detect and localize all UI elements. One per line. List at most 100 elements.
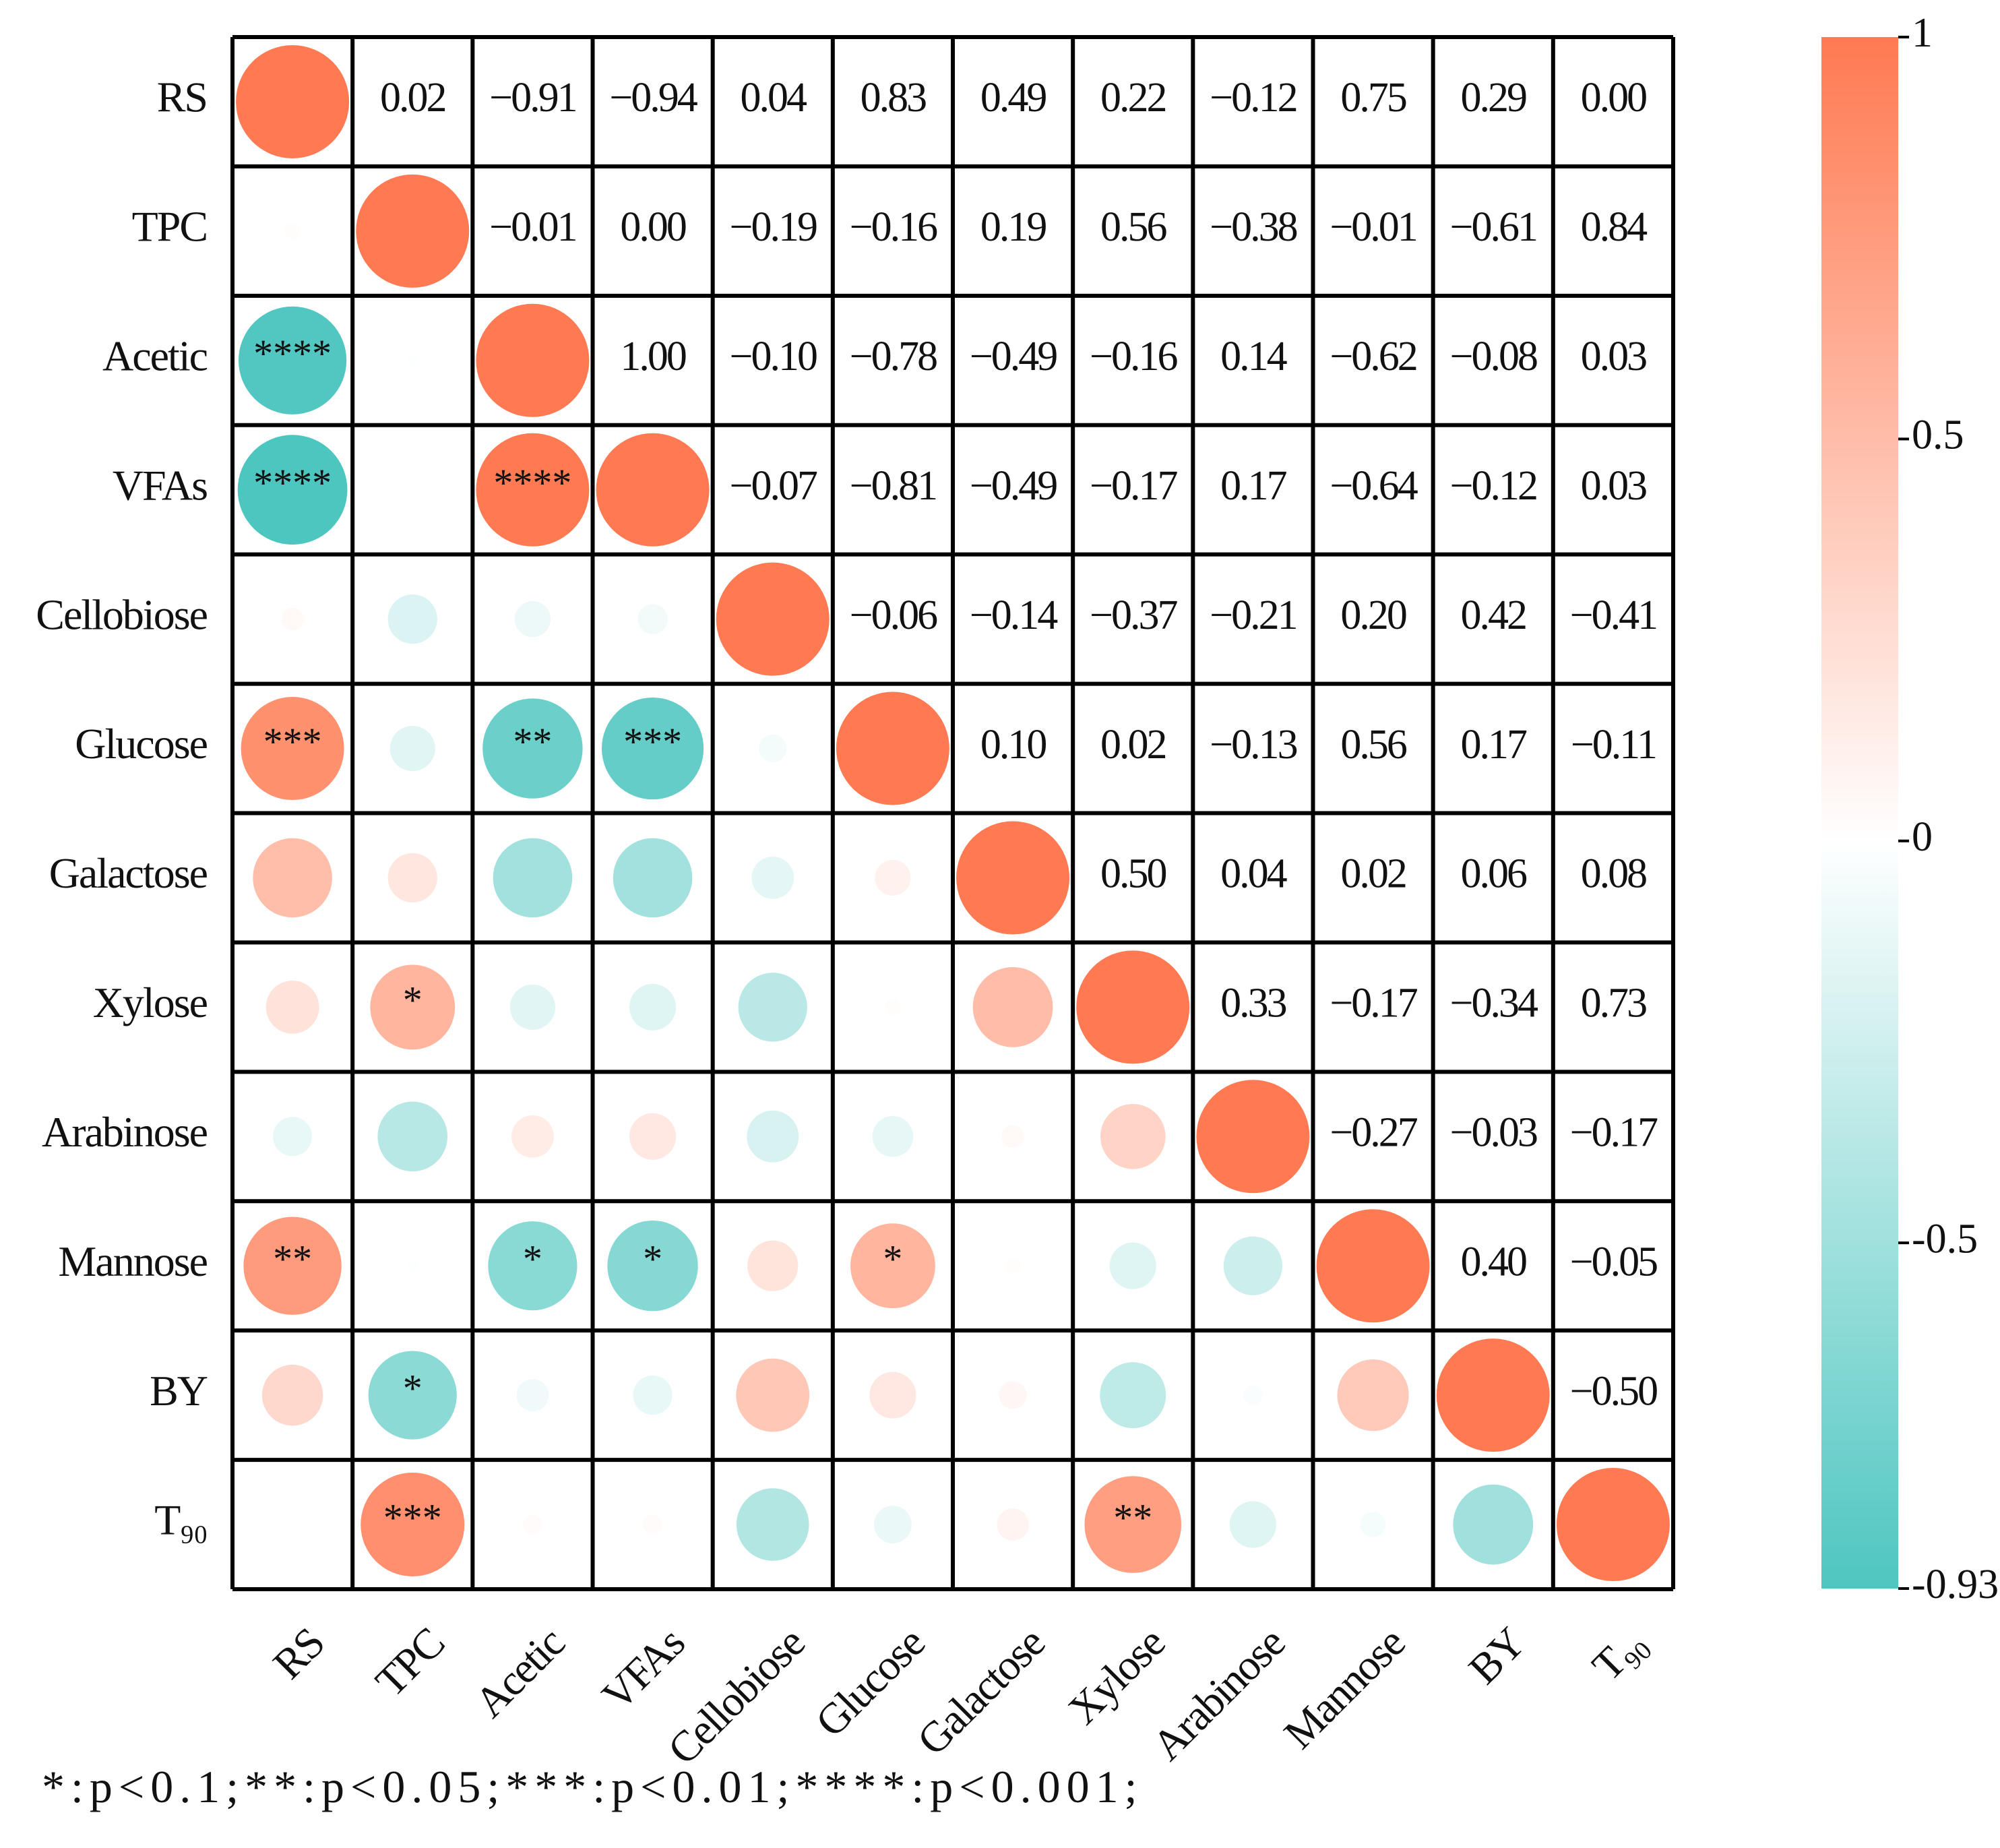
corr-circle [716,562,830,676]
corr-value-label: −0.14 [970,592,1058,638]
significance-mark: **** [253,461,332,505]
x-tick-label: VFAs [592,1619,693,1719]
corr-circle [885,999,901,1016]
corr-circle [1360,1512,1386,1537]
x-tick-label: Galactose [908,1619,1053,1764]
corr-circle [759,734,787,763]
x-tick-label: Acetic [466,1619,573,1727]
corr-value-label: 0.17 [1220,463,1287,509]
corr-circle [387,853,437,903]
corr-circle [377,1101,448,1172]
y-tick-label: BY [150,1367,208,1415]
x-tick-label: Mannose [1275,1619,1414,1758]
corr-circle [751,857,794,899]
corr-circle [522,1514,542,1535]
significance-mark: * [403,1366,423,1410]
corr-value-label: 0.83 [861,75,927,121]
y-tick-label: Glucose [75,720,207,768]
corr-circle [629,1113,677,1160]
corr-value-label: −0.17 [1090,463,1177,509]
corr-circle [476,433,590,547]
corr-value-label: −0.61 [1450,204,1536,250]
corr-circle [1229,1501,1277,1548]
corr-circle [872,1115,914,1157]
y-tick-label: Cellobiose [36,590,207,638]
corr-value-label: −0.08 [1450,334,1537,379]
corr-value-label: −0.21 [1210,592,1296,638]
corr-circle [850,1223,935,1309]
corr-value-label: 0.03 [1581,463,1647,509]
corr-circle [511,1115,554,1158]
colorbar-tick-label: 1 [1912,10,1933,56]
corr-value-label: −0.10 [730,334,817,379]
corr-circle [972,966,1053,1047]
corr-circle [643,1514,663,1535]
y-tick-label: Arabinose [42,1108,208,1156]
significance-mark: * [643,1237,662,1281]
significance-mark: ** [273,1237,312,1281]
corr-value-label: 0.29 [1461,75,1527,121]
x-tick-label: BY [1460,1618,1534,1693]
corr-circle [1556,1468,1670,1582]
corr-circle [238,306,347,414]
corr-circle [284,222,301,239]
x-tick-label: T₉₀ [1583,1619,1654,1690]
corr-value-label: 0.50 [1100,851,1166,897]
corr-circle [629,983,677,1030]
corr-circle [261,1364,323,1426]
significance-mark: **** [493,461,571,505]
corr-circle [1005,1258,1021,1274]
y-tick-label: Xylose [93,979,208,1026]
corr-circle [1076,950,1190,1064]
corr-value-label: 0.08 [1581,851,1647,897]
corr-circle [607,1221,698,1312]
corr-circle [406,355,418,367]
corr-circle [368,1351,457,1440]
x-tick-label: RS [263,1619,333,1688]
corr-value-label: 0.02 [1100,722,1166,768]
corr-value-label: −0.62 [1330,334,1416,379]
corr-circle [956,821,1070,935]
corr-circle [272,1117,313,1157]
corr-circle [1100,1103,1166,1169]
corr-circle [356,174,470,288]
corr-circle [874,1506,912,1543]
corr-value-label: −0.16 [1090,334,1177,379]
corr-circle [1337,1359,1409,1431]
corr-circle [406,1260,418,1272]
corr-circle [1084,1476,1182,1573]
corr-circle [1109,1242,1156,1289]
corr-value-label: 0.56 [1100,204,1167,250]
corr-circle [596,433,710,547]
colorbar-tick-label: 0 [1912,814,1933,860]
corr-value-label: −0.17 [1570,1110,1658,1156]
corr-circle [493,838,573,918]
corr-circle [265,980,319,1034]
significance-footnote: *:p<0.1;**:p<0.05;***:p<0.01;****:p<0.00… [42,1761,1144,1812]
corr-value-label: −0.91 [489,75,575,121]
corr-value-label: −0.94 [609,75,697,121]
corr-value-label: 0.33 [1220,981,1286,1026]
corr-circle [999,1381,1027,1409]
corr-value-label: −0.49 [970,463,1057,509]
corr-value-label: 0.04 [1220,851,1288,897]
corr-circle [514,601,551,638]
corr-value-label: −0.13 [1210,722,1296,768]
corr-value-label: −0.11 [1571,722,1656,768]
corr-circle [633,1376,673,1415]
corr-circle [389,725,435,772]
y-tick-label: TPC [132,203,207,251]
corr-value-label: 0.75 [1340,75,1406,121]
corr-circle [509,984,556,1030]
corr-value-label: −0.78 [850,334,937,379]
corr-value-label: −0.07 [730,463,817,509]
corr-circle [281,607,304,631]
corr-value-label: 0.14 [1220,334,1288,379]
corr-value-label: 0.20 [1340,592,1406,638]
corr-circle [613,838,693,918]
corr-value-label: −0.17 [1330,981,1417,1026]
corr-value-label: 1.00 [620,334,686,379]
y-tick-label: T₉₀ [154,1496,207,1544]
corr-value-label: −0.41 [1570,592,1656,638]
y-tick-label: RS [157,73,207,121]
